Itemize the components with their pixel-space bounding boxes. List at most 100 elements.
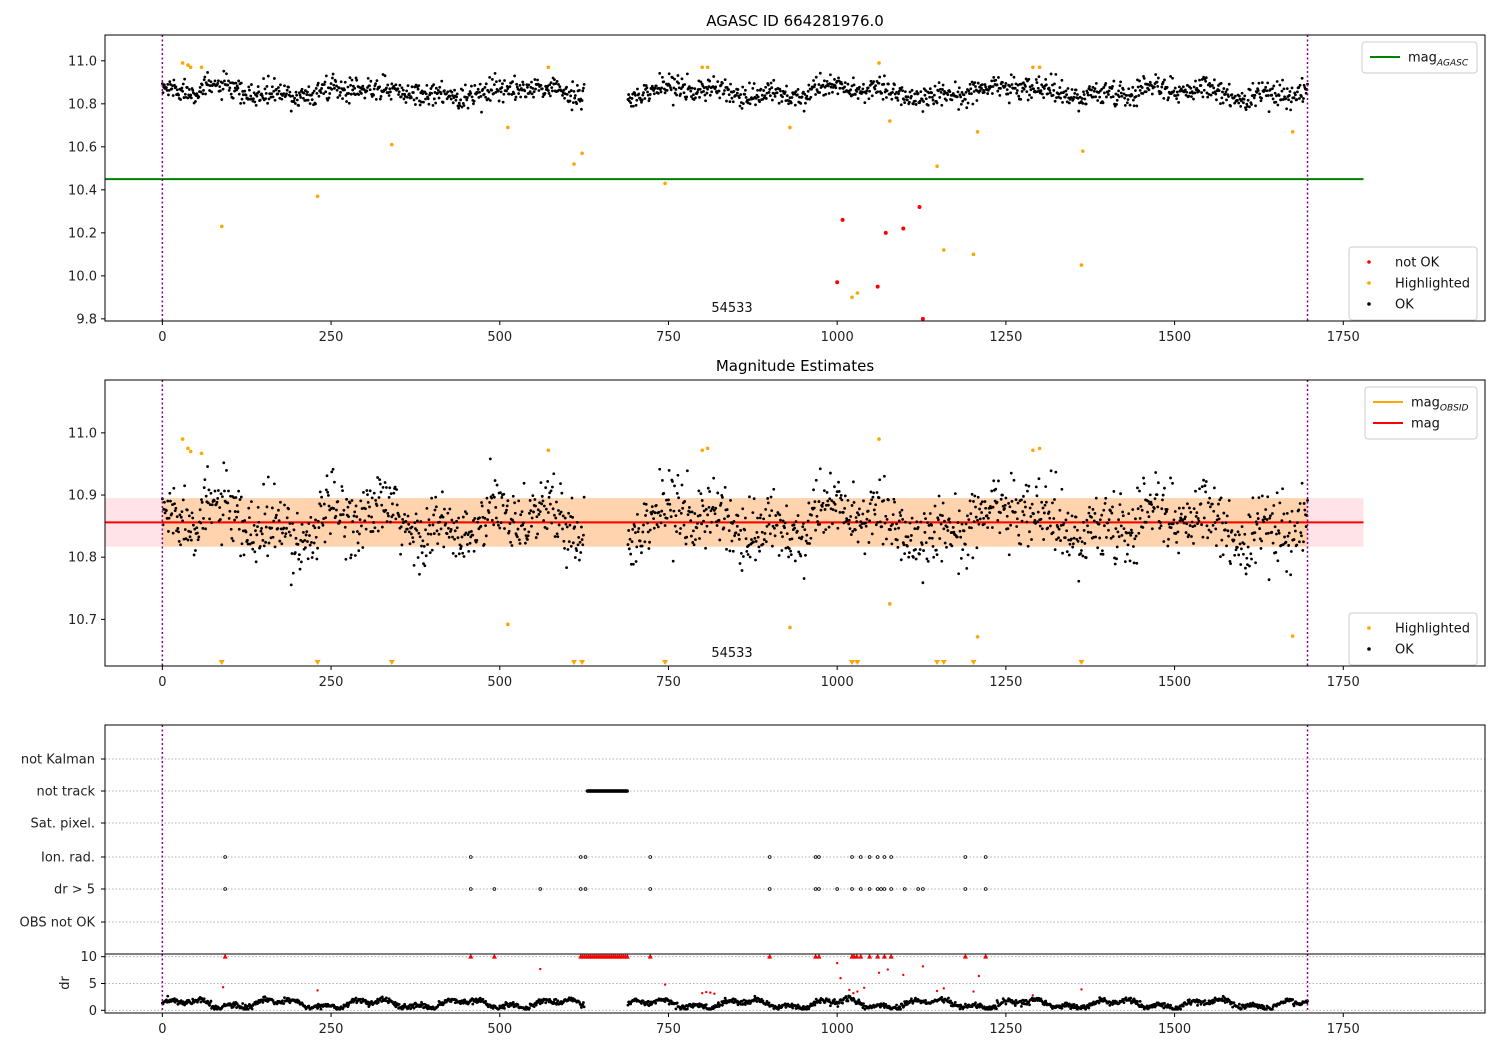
ok-point <box>640 100 643 104</box>
ok-point <box>1223 92 1227 96</box>
ok-point <box>690 534 693 538</box>
ok-point <box>557 509 560 512</box>
ok-point <box>317 94 321 98</box>
ok-point <box>930 523 934 527</box>
ok-point <box>165 509 168 512</box>
ok-point <box>1057 92 1061 96</box>
ok-point <box>346 505 350 509</box>
ok-point <box>528 499 532 502</box>
out-of-range-marker <box>854 660 861 665</box>
x-tick-label: 750 <box>656 675 681 690</box>
ok-point <box>1251 81 1255 85</box>
out-of-range-marker <box>218 660 225 665</box>
ok-point <box>433 508 437 512</box>
ok-point <box>1029 515 1033 518</box>
ok-point <box>1264 85 1268 89</box>
ok-point <box>1044 77 1048 81</box>
out-of-range-marker <box>570 660 577 665</box>
ok-point <box>915 520 919 524</box>
ok-point <box>779 518 782 522</box>
ok-point <box>513 511 517 515</box>
ok-point <box>922 549 925 552</box>
ok-point <box>1177 85 1181 89</box>
dr-point <box>1138 1000 1142 1003</box>
flag-point <box>223 855 227 859</box>
ok-point <box>1171 522 1175 526</box>
ok-point <box>513 98 517 102</box>
ok-point <box>998 93 1002 97</box>
ok-point <box>990 489 994 493</box>
ok-point <box>1064 518 1068 522</box>
flag-point <box>858 855 863 859</box>
dr-point <box>283 996 286 1000</box>
ok-point <box>573 525 577 529</box>
ok-point <box>473 517 477 520</box>
ok-point <box>972 520 976 524</box>
ok-point <box>1167 96 1170 99</box>
ok-point <box>738 104 742 108</box>
ok-point <box>218 506 222 509</box>
ok-point <box>326 490 330 494</box>
ok-point <box>1252 96 1256 100</box>
ok-point <box>1202 478 1206 482</box>
ok-point <box>968 499 972 503</box>
ok-point <box>298 567 302 571</box>
ok-point <box>193 527 197 531</box>
dr-point <box>704 1003 708 1007</box>
ok-point <box>1243 532 1247 536</box>
highlighted-point <box>888 119 892 123</box>
ok-point <box>1067 101 1071 105</box>
ok-point <box>517 538 521 542</box>
ok-point <box>908 521 912 525</box>
ok-point <box>1125 94 1129 97</box>
ok-point <box>1138 516 1142 520</box>
ok-point <box>1239 104 1243 108</box>
dr-point <box>990 1007 994 1011</box>
highlighted-point <box>971 252 976 257</box>
ok-point <box>388 87 392 91</box>
ok-point <box>171 94 175 97</box>
ok-point <box>822 79 826 83</box>
ok-point <box>854 516 858 519</box>
ok-point <box>384 486 388 489</box>
ok-point <box>243 519 247 522</box>
ok-point <box>1295 98 1299 101</box>
ok-point <box>426 532 430 536</box>
ok-point <box>761 542 765 546</box>
ok-point <box>424 97 427 101</box>
ok-point <box>962 93 966 97</box>
ok-point <box>970 80 974 84</box>
ok-point <box>710 520 714 524</box>
ok-point <box>1214 527 1218 531</box>
ok-point <box>934 548 938 552</box>
ok-point <box>341 513 345 516</box>
ok-point <box>172 486 176 490</box>
plot-content <box>105 35 1364 321</box>
ok-point <box>1264 94 1268 98</box>
ok-point <box>1235 546 1239 549</box>
ok-point <box>723 485 727 489</box>
ok-point <box>563 96 566 100</box>
ok-point <box>1171 481 1174 485</box>
ok-point <box>218 89 222 93</box>
ok-point <box>442 545 446 549</box>
out-of-range-marker <box>1078 660 1085 665</box>
ok-point <box>990 92 994 95</box>
ok-point <box>415 529 419 532</box>
ok-point <box>1227 499 1231 502</box>
ok-point <box>395 488 398 491</box>
ok-point <box>1275 491 1279 495</box>
ok-point <box>183 528 187 531</box>
ok-point <box>462 555 466 558</box>
ok-point <box>966 514 969 518</box>
highlighted-point <box>186 446 190 451</box>
ok-point <box>1058 508 1062 512</box>
ok-point <box>729 498 732 502</box>
ok-point <box>781 95 784 99</box>
ok-point <box>793 92 797 96</box>
ok-point <box>1098 536 1102 540</box>
ok-point <box>697 489 701 493</box>
flag-point <box>538 887 543 891</box>
ok-point <box>1007 553 1011 557</box>
dr-point <box>995 1007 998 1011</box>
